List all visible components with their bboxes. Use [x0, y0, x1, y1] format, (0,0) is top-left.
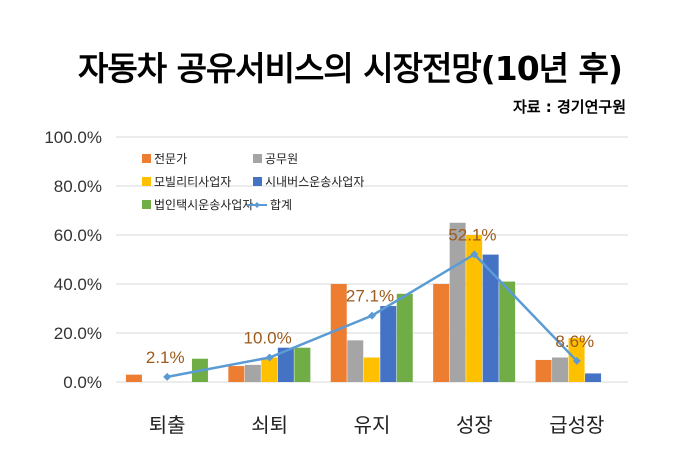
bar — [433, 284, 450, 382]
bar — [482, 254, 499, 382]
data-label: 2.1% — [146, 348, 185, 367]
legend-label: 법인택시운송사업자 — [154, 198, 253, 212]
legend-swatch — [142, 154, 151, 163]
bar — [380, 306, 397, 382]
x-category-label: 성장 — [456, 413, 493, 437]
data-label: 52.1% — [448, 225, 496, 244]
legend-swatch — [142, 200, 151, 209]
y-tick-label: 100.0% — [44, 128, 102, 147]
line-point — [572, 356, 581, 365]
bar — [294, 347, 311, 382]
bar — [330, 284, 347, 382]
bar — [466, 235, 483, 382]
x-category-label: 급성장 — [549, 413, 604, 437]
legend-label: 공무원 — [265, 152, 298, 166]
data-label: 8.6% — [555, 332, 594, 351]
data-label: 10.0% — [243, 329, 291, 348]
legend-swatch — [253, 177, 262, 186]
bar — [585, 373, 602, 382]
line-point — [368, 311, 376, 320]
bar — [125, 374, 142, 382]
x-category-label: 유지 — [354, 413, 391, 437]
chart-title: 자동차 공유서비스의 시장전망(10년 후) — [78, 49, 623, 88]
line-point — [470, 250, 479, 259]
y-tick-label: 40.0% — [54, 275, 102, 294]
line-point — [163, 372, 172, 381]
legend-label: 시내버스운송사업자 — [265, 175, 364, 189]
bar — [396, 293, 413, 382]
bar — [535, 359, 552, 382]
bar — [244, 364, 261, 382]
data-label: 27.1% — [346, 287, 394, 306]
bar — [552, 357, 569, 382]
bar — [277, 347, 294, 382]
bar — [499, 281, 516, 382]
legend-swatch — [253, 154, 262, 163]
line-point — [265, 353, 274, 362]
y-tick-label: 80.0% — [54, 177, 102, 196]
legend-swatch — [142, 177, 151, 186]
x-category-label: 퇴출 — [149, 413, 186, 437]
bar — [347, 340, 364, 382]
legend-label: 합계 — [270, 198, 292, 212]
legend-label: 전문가 — [154, 152, 187, 166]
source-note: 자료 : 경기연구원 — [512, 98, 626, 116]
y-tick-label: 20.0% — [54, 324, 102, 343]
y-tick-label: 60.0% — [54, 226, 102, 245]
bar — [449, 222, 466, 382]
legend-label: 모빌리티사업자 — [154, 175, 231, 189]
bar — [363, 357, 380, 382]
bar — [261, 357, 278, 382]
bar — [228, 366, 245, 382]
x-category-label: 쇠퇴 — [251, 413, 288, 437]
legend-line-marker — [254, 202, 260, 208]
y-tick-label: 0.0% — [63, 373, 102, 392]
